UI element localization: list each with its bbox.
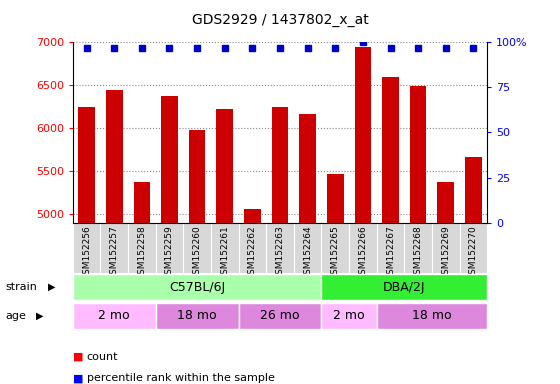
Bar <box>106 89 123 223</box>
Bar <box>73 274 321 300</box>
Text: GSM152265: GSM152265 <box>331 225 340 280</box>
Text: ■: ■ <box>73 352 83 362</box>
Bar <box>161 96 178 223</box>
Bar <box>134 182 150 223</box>
Text: GSM152266: GSM152266 <box>358 225 367 280</box>
Bar <box>73 303 156 329</box>
Text: GSM152269: GSM152269 <box>441 225 450 280</box>
Bar <box>327 174 343 223</box>
Bar <box>244 209 260 223</box>
Bar <box>300 114 316 223</box>
Bar <box>382 77 399 223</box>
Text: 2 mo: 2 mo <box>333 310 365 322</box>
Text: GSM152261: GSM152261 <box>220 225 229 280</box>
Text: GSM152264: GSM152264 <box>303 225 312 280</box>
Text: GSM152260: GSM152260 <box>193 225 202 280</box>
Text: GSM152267: GSM152267 <box>386 225 395 280</box>
Text: DBA/2J: DBA/2J <box>383 281 426 293</box>
Bar <box>78 107 95 223</box>
Text: count: count <box>87 352 118 362</box>
Bar <box>272 107 288 223</box>
Bar <box>465 157 482 223</box>
Text: GSM152270: GSM152270 <box>469 225 478 280</box>
Text: GSM152263: GSM152263 <box>276 225 284 280</box>
Text: GSM152268: GSM152268 <box>414 225 423 280</box>
Text: age: age <box>6 311 26 321</box>
Text: GSM152257: GSM152257 <box>110 225 119 280</box>
Bar <box>321 274 487 300</box>
Text: GSM152259: GSM152259 <box>165 225 174 280</box>
Text: 18 mo: 18 mo <box>178 310 217 322</box>
Bar <box>239 303 321 329</box>
Text: ▶: ▶ <box>48 282 55 292</box>
Bar <box>354 46 371 223</box>
Text: GSM152258: GSM152258 <box>137 225 146 280</box>
Bar <box>377 303 487 329</box>
Text: 18 mo: 18 mo <box>412 310 452 322</box>
Text: C57BL/6J: C57BL/6J <box>169 281 225 293</box>
Bar <box>156 303 239 329</box>
Text: GSM152256: GSM152256 <box>82 225 91 280</box>
Text: strain: strain <box>6 282 38 292</box>
Text: ▶: ▶ <box>36 311 43 321</box>
Text: GDS2929 / 1437802_x_at: GDS2929 / 1437802_x_at <box>192 13 368 27</box>
Bar <box>189 130 206 223</box>
Bar <box>410 86 426 223</box>
Bar <box>437 182 454 223</box>
Bar <box>321 303 377 329</box>
Text: 26 mo: 26 mo <box>260 310 300 322</box>
Text: 2 mo: 2 mo <box>99 310 130 322</box>
Text: ■: ■ <box>73 373 83 383</box>
Text: percentile rank within the sample: percentile rank within the sample <box>87 373 274 383</box>
Text: GSM152262: GSM152262 <box>248 225 257 280</box>
Bar <box>217 109 233 223</box>
